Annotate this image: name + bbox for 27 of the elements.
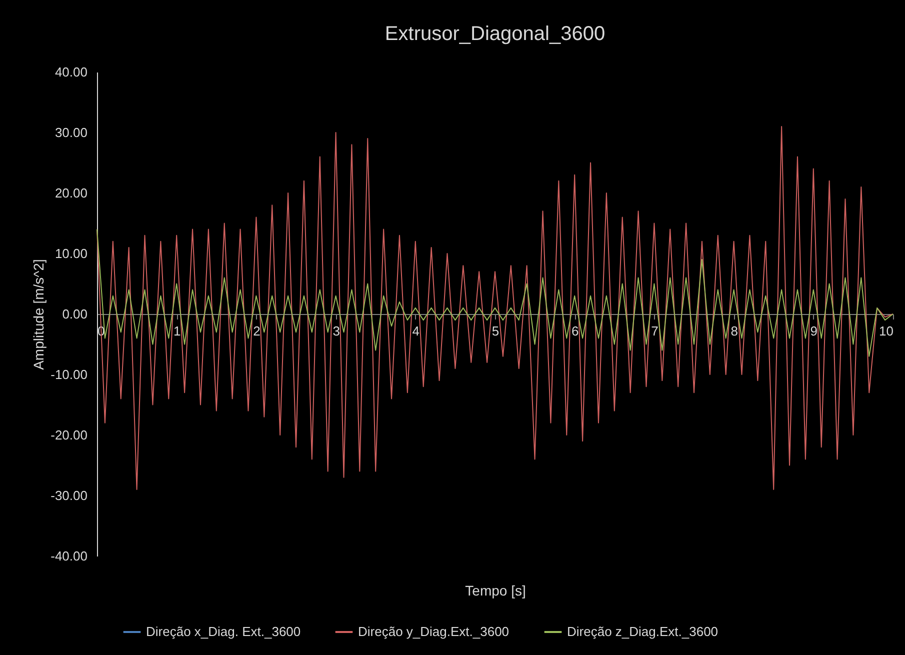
y-tick-label: -30.00 (50, 488, 88, 503)
x-tick-label: 7 (651, 324, 658, 338)
x-tick-label: 4 (412, 324, 420, 338)
y-tick-label: -40.00 (50, 548, 88, 564)
x-tick-label: 8 (730, 324, 738, 338)
x-tick-label: 10 (879, 324, 894, 338)
x-tick-label: 5 (492, 324, 500, 338)
line-series (96, 126, 894, 490)
y-axis-title: Amplitude [m/s^2] (30, 259, 47, 370)
y-tick-label: -20.00 (50, 428, 88, 442)
chart-title: Extrusor_Diagonal_3600 (384, 23, 606, 45)
y-tick-label: 30.00 (54, 125, 88, 140)
legend-label: Direção y_Diag.Ext._3600 (358, 624, 510, 639)
legend-label: Direção x_Diag. Ext._3600 (146, 624, 301, 639)
x-tick-label: 3 (332, 324, 340, 338)
legend-label: Direção z_Diag.Ext._3600 (567, 624, 718, 639)
line-series (96, 228, 894, 357)
y-tick-label: 10.00 (54, 246, 88, 261)
x-axis-title: Tempo [s] (465, 582, 526, 598)
x-tick-label: 6 (571, 324, 579, 338)
y-tick-label: 20.00 (54, 186, 88, 200)
x-tick-label: 9 (810, 324, 818, 338)
x-tick-label: 2 (253, 324, 260, 338)
x-tick-label: 1 (173, 324, 181, 338)
y-tick-label: 40.00 (54, 64, 88, 80)
y-tick-label: -10.00 (50, 367, 88, 382)
y-tick-label: 0.00 (62, 306, 88, 322)
